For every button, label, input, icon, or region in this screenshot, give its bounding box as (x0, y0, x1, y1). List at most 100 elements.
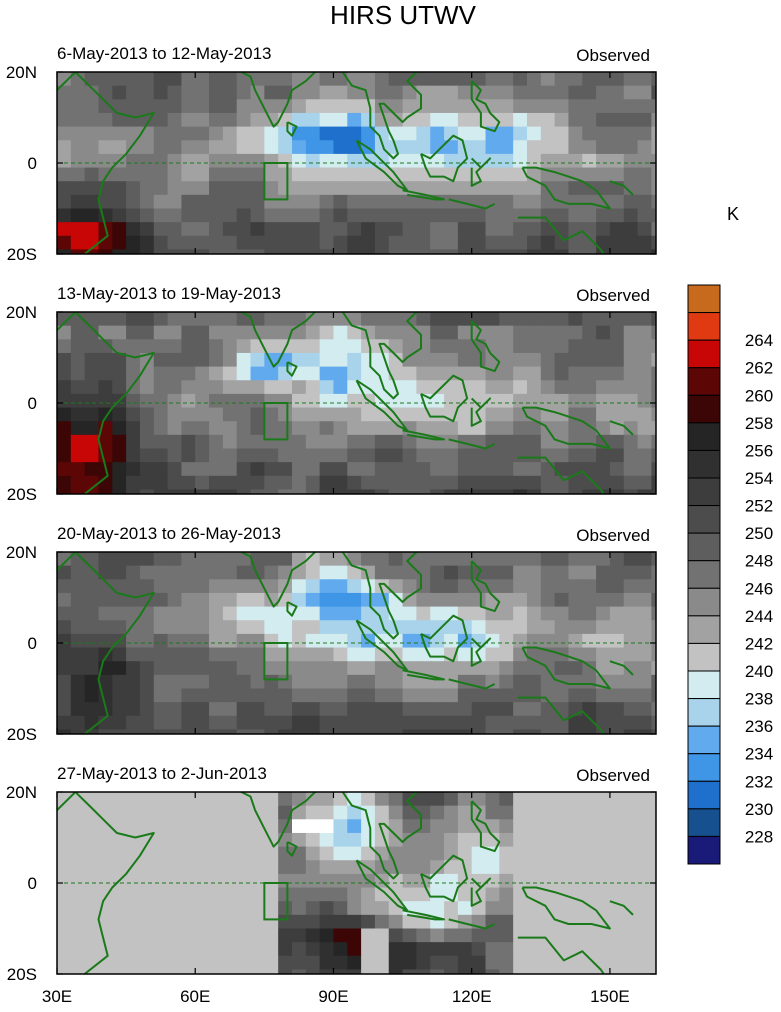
field-cell (361, 702, 376, 717)
field-cell (651, 448, 656, 463)
field-cell (402, 955, 417, 971)
field-cell (222, 126, 238, 141)
field-cell (651, 860, 656, 875)
field-cell (278, 181, 293, 196)
field-cell (222, 99, 238, 114)
field-cell (609, 194, 625, 210)
field-cell (416, 312, 431, 327)
utwv-field (57, 552, 656, 734)
field-cell (347, 181, 362, 196)
colorbar-tick-label: 228 (745, 827, 773, 846)
field-cell (222, 914, 238, 930)
field-cell (347, 352, 362, 368)
field-cell (637, 887, 652, 902)
field-cell (222, 792, 238, 807)
field-cell (181, 647, 196, 662)
field-cell (554, 860, 570, 875)
y-tick-label: 20N (6, 63, 37, 82)
field-cell (568, 606, 583, 621)
field-cell (153, 249, 169, 254)
field-cell (444, 792, 459, 807)
field-cell (153, 860, 169, 875)
field-cell (568, 955, 583, 971)
field-cell (278, 832, 293, 848)
field-cell (485, 620, 500, 635)
field-cell (126, 914, 141, 930)
field-cell (57, 249, 72, 254)
field-cell (471, 846, 487, 861)
coastline (402, 189, 445, 201)
field-cell (167, 832, 182, 848)
field-cell (126, 792, 141, 807)
field-cell (499, 181, 514, 196)
field-cell (291, 901, 307, 916)
field-cell (181, 167, 196, 182)
field-cell (471, 661, 487, 676)
field-cell (236, 421, 252, 436)
field-cell (167, 181, 182, 196)
field-cell (402, 407, 417, 422)
field-cell (181, 140, 196, 155)
field-cell (167, 819, 182, 834)
field-cell (402, 475, 417, 491)
colorbar-swatch (687, 284, 721, 314)
field-cell (596, 792, 611, 807)
field-cell (305, 85, 321, 100)
field-cell (305, 552, 321, 567)
field-cell (347, 85, 362, 100)
field-cell (264, 552, 279, 567)
field-cell (181, 860, 196, 875)
field-cell (195, 194, 210, 210)
field-cell (153, 235, 169, 251)
field-cell (623, 674, 639, 690)
field-cell (623, 339, 639, 354)
field-cell (430, 181, 445, 196)
field-cell (139, 339, 155, 354)
field-cell (57, 208, 72, 223)
field-cell (651, 194, 656, 210)
field-cell (402, 140, 417, 155)
field-cell (333, 249, 348, 254)
field-cell (319, 366, 335, 381)
field-cell (582, 579, 597, 594)
field-cell (540, 579, 556, 594)
field-cell (222, 249, 238, 254)
field-cell (347, 702, 362, 717)
field-cell (291, 99, 307, 114)
field-cell (623, 235, 639, 251)
field-cell (222, 462, 238, 477)
field-cell (57, 72, 72, 87)
field-cell (305, 688, 321, 703)
field-cell (361, 339, 376, 354)
field-cell (582, 887, 597, 902)
field-cell (637, 339, 652, 354)
field-cell (457, 729, 473, 734)
field-cell (499, 352, 514, 368)
field-cell (250, 565, 265, 580)
field-cell (609, 819, 625, 834)
field-cell (374, 579, 390, 594)
field-cell (374, 85, 390, 100)
field-cell (499, 339, 514, 354)
y-tick-label: 20S (7, 725, 37, 744)
field-cell (526, 222, 542, 237)
field-cell (596, 222, 611, 237)
field-cell (374, 407, 390, 422)
field-cell (402, 126, 417, 141)
field-cell (374, 167, 390, 182)
field-cell (540, 606, 556, 621)
field-cell (209, 928, 224, 943)
field-cell (499, 674, 514, 690)
field-cell (112, 462, 127, 477)
field-cell (222, 928, 238, 943)
field-cell (374, 208, 390, 223)
field-cell (582, 860, 597, 875)
field-cell (167, 85, 182, 100)
field-cell (416, 140, 431, 155)
chart-title: HIRS UTWV (330, 0, 477, 30)
field-cell (388, 942, 404, 957)
field-cell (291, 552, 307, 567)
field-cell (181, 249, 196, 254)
field-cell (84, 860, 100, 875)
field-cell (209, 688, 224, 703)
